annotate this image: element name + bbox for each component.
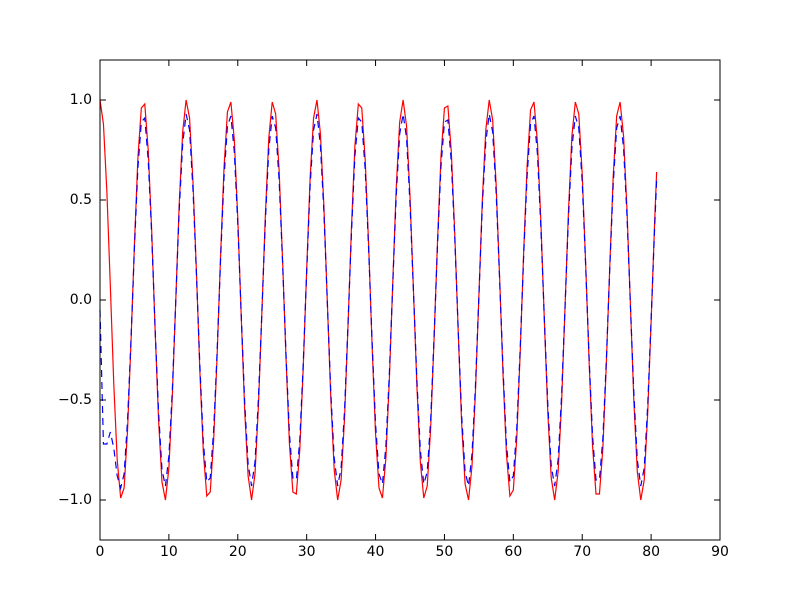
x-tick-label: 60 (504, 544, 522, 560)
y-tick-label: −1.0 (58, 492, 92, 508)
x-tick-label: 20 (229, 544, 247, 560)
y-tick-label: 0.5 (70, 192, 92, 208)
x-tick-label: 0 (96, 544, 105, 560)
y-tick-label: 1.0 (70, 92, 92, 108)
y-tick-label: −0.5 (58, 392, 92, 408)
y-tick-label: 0.0 (70, 292, 92, 308)
x-tick-label: 80 (642, 544, 660, 560)
x-tick-label: 40 (367, 544, 385, 560)
x-tick-label: 50 (436, 544, 454, 560)
x-tick-label: 70 (573, 544, 591, 560)
x-tick-label: 10 (160, 544, 178, 560)
x-tick-label: 30 (298, 544, 316, 560)
series-line (99, 113, 658, 491)
plot-area (99, 99, 658, 501)
x-tick-label: 90 (711, 544, 729, 560)
